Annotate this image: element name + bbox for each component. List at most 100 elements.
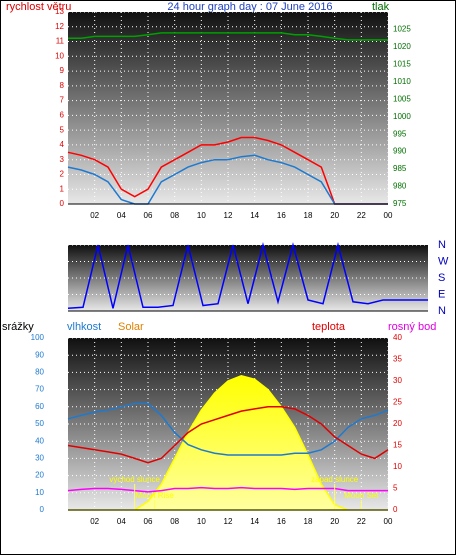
y2-tick-label: N [438,239,446,251]
y-tick-label: 4 [60,140,65,149]
y-tick-label: 90 [55,290,64,299]
y3-tick-label: 22 [55,379,64,388]
y2-tick-label: 975 [393,199,407,208]
y-tick-label: 10 [35,488,44,497]
y2-tick-label: 1000 [393,112,411,121]
x-tick-label: 12 [224,517,233,526]
y-tick-label: 13 [55,7,64,16]
y-tick-label: 7 [60,96,65,105]
annotation: západ slunce [311,475,359,484]
y-tick-label: 8 [60,81,65,90]
x-tick-label: 14 [250,517,259,526]
x-tick-label: 00 [384,517,393,526]
y2-tick-label: 25 [393,398,402,407]
y-tick-label: 360 [51,240,65,249]
y2-tick-label: 995 [393,129,407,138]
x-tick-label: 06 [144,211,153,220]
y-tick-label: 100 [31,333,45,342]
y2-tick-label: 1005 [393,94,411,103]
x-tick-label: 02 [90,517,99,526]
y-tick-label: 3 [60,155,65,164]
y2-tick-label: 30 [393,376,402,385]
y-tick-label: 0 [60,199,65,208]
rain-label: srážky [2,321,34,333]
y2-tick-label: 1015 [393,59,411,68]
x-tick-label: 14 [250,211,259,220]
y-tick-label: 0 [60,306,65,315]
x-tick-label: 04 [117,211,126,220]
y-tick-label: 270 [51,257,65,266]
y3-tick-label: 6 [60,471,65,480]
y-tick-label: 2 [60,170,65,179]
x-tick-label: 04 [117,517,126,526]
y2-tick-label: 985 [393,164,407,173]
x-tick-label: 06 [144,517,153,526]
line [67,402,389,456]
x-tick-label: 08 [170,517,179,526]
y-tick-label: 1 [60,184,65,193]
y2-tick-label: 1020 [393,42,411,51]
y-tick-label: 80 [35,368,44,377]
y2-tick-label: W [438,255,449,267]
line [67,242,428,310]
x-tick-label: 08 [170,211,179,220]
y2-tick-label: 0 [393,505,398,514]
x-tick-label: 12 [224,211,233,220]
annotation: Moon Rise [136,491,175,500]
y3-tick-label: 16 [55,413,64,422]
x-tick-label: 22 [357,517,366,526]
y2-tick-label: S [438,272,445,284]
chart-title: 24 hour graph day : 07 June 2016 [167,1,332,13]
annotation: Moon Set [344,491,379,500]
wind-label: rychlost větru [6,1,71,13]
y3-tick-label: 24 [55,368,64,377]
x-tick-label: 20 [330,211,339,220]
y2-tick-label: 980 [393,182,407,191]
y3-tick-label: 4 [60,482,65,491]
x-tick-label: 16 [277,211,286,220]
x-tick-label: 20 [330,517,339,526]
y3-tick-label: 30 [55,333,64,342]
y-tick-label: 50 [35,419,44,428]
line [67,406,389,464]
y-tick-label: 11 [56,37,65,46]
y-tick-label: 9 [60,66,65,75]
y2-tick-label: E [438,288,445,300]
x-tick-label: 18 [304,211,313,220]
y3-tick-label: 20 [55,390,64,399]
y-tick-label: 10 [55,51,64,60]
y3-tick-label: 8 [60,459,65,468]
line [68,32,388,41]
y3-tick-label: 28 [55,345,64,354]
x-tick-label: 18 [304,517,313,526]
x-tick-label: 10 [197,211,206,220]
y2-tick-label: 15 [393,441,402,450]
y2-tick-label: 40 [393,333,402,342]
x-tick-label: 10 [197,517,206,526]
y2-tick-label: 1025 [393,25,411,34]
x-tick-label: 16 [277,517,286,526]
dewpoint-label: rosný bod [388,321,436,333]
y3-tick-label: 10 [55,448,64,457]
x-tick-label: 22 [357,211,366,220]
y-tick-label: 5 [60,125,65,134]
y3-tick-label: 2 [60,494,65,503]
y-tick-label: 40 [35,436,44,445]
y3-tick-label: 0 [60,505,65,514]
pressure-label: tlak [372,1,390,13]
humidity-label: vlhkost [67,321,101,333]
y2-tick-label: 5 [393,484,398,493]
y-tick-label: 30 [35,454,44,463]
y2-tick-label: 10 [393,462,402,471]
y2-tick-label: 1010 [393,77,411,86]
x-tick-label: 00 [384,211,393,220]
y3-tick-label: 14 [55,425,64,434]
y3-tick-label: 12 [55,436,64,445]
y-tick-label: 180 [51,273,65,282]
y-tick-label: 0 [40,505,45,514]
x-tick-label: 02 [90,211,99,220]
y2-tick-label: 990 [393,147,407,156]
y-tick-label: 70 [35,385,44,394]
y-tick-label: 12 [55,22,64,31]
